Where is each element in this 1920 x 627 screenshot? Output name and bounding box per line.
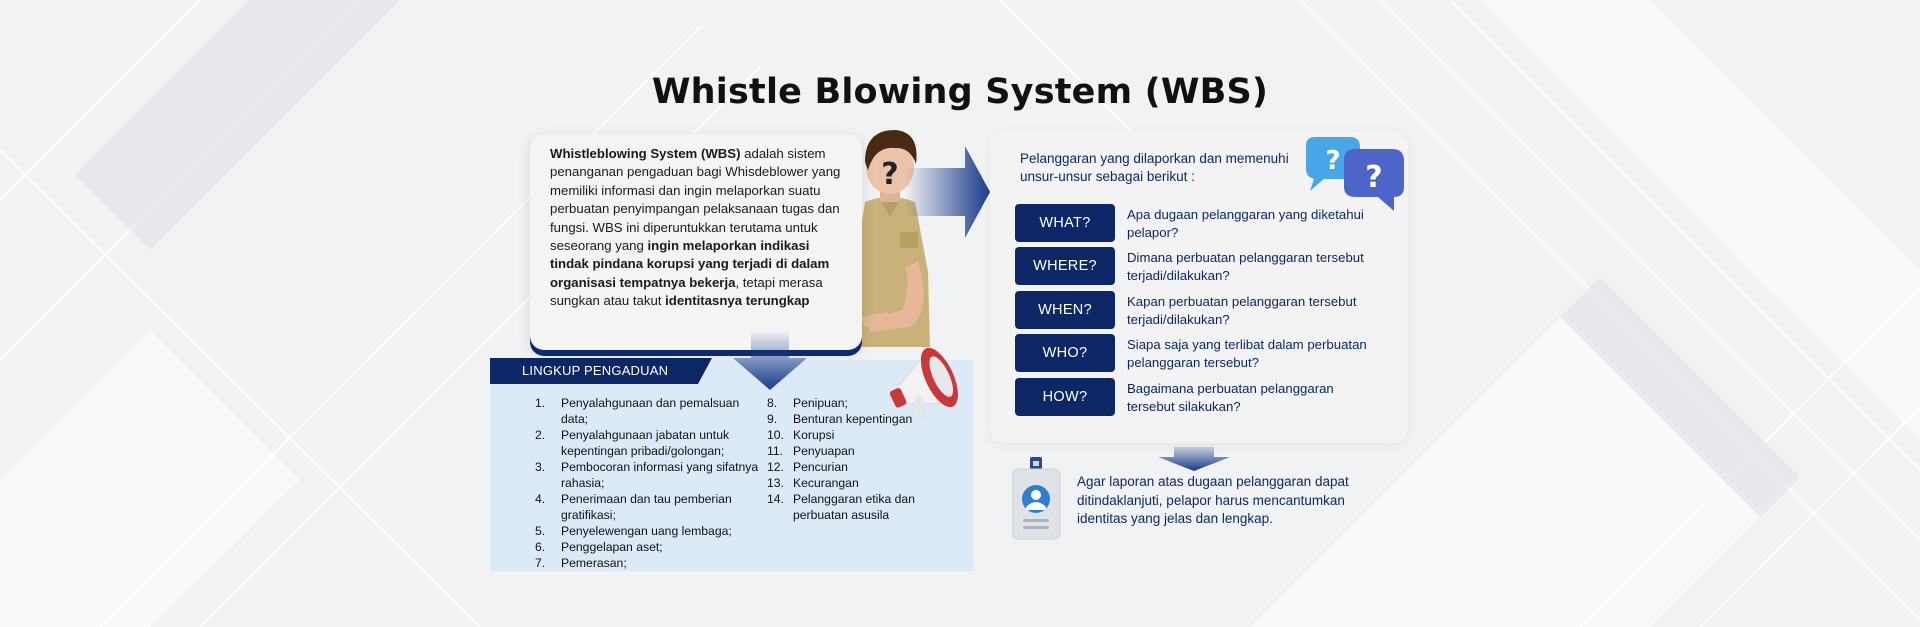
- definition-term: Whistleblowing System (WBS): [550, 146, 741, 161]
- page-title: Whistle Blowing System (WBS): [651, 72, 1269, 112]
- question-mark-glyph: ?: [881, 157, 898, 192]
- how-text: Bagaimana perbuatan pelanggaran tersebut…: [1127, 381, 1334, 414]
- list-item: 5. Penyelewengan uang lembaga;: [535, 524, 732, 538]
- where-badge: WHERE?: [1015, 247, 1115, 285]
- question-bubbles-icon: ? ?: [1306, 137, 1404, 211]
- list-item: 6. Penggelapan aset;: [535, 540, 663, 554]
- list-item: 3. Pembocoran informasi yang sifatnya rah…: [535, 460, 759, 490]
- when-badge: WHEN?: [1015, 291, 1115, 329]
- definition-bold1: ingin melaporkan indikasi tindak pindana…: [550, 238, 830, 290]
- what-text: Apa dugaan pelanggaran yang diketahui pe…: [1127, 207, 1364, 240]
- definition-part2: , tetapi merasa sungkan atau takut: [550, 274, 823, 309]
- list-item: 13. Kecurangan: [767, 476, 859, 490]
- list-item: 12. Pencurian: [767, 460, 848, 474]
- arrow-down-icon: [733, 330, 807, 390]
- scope-header: LINGKUP PENGADUAN: [490, 358, 712, 384]
- question-row-how: HOW? Bagaimana perbuatan pelanggaran ter…: [1015, 378, 1395, 416]
- svg-text:?: ?: [1325, 146, 1340, 176]
- id-card-icon: [1012, 457, 1061, 540]
- list-item: 11. Penyuapan: [767, 444, 855, 458]
- where-text: Dimana perbuatan pelanggaran tersebut te…: [1127, 250, 1364, 283]
- who-text: Siapa saja yang terlibat dalam perbuatan…: [1127, 337, 1367, 370]
- arrow-down-small-icon: [1158, 447, 1230, 471]
- scope-list-right: 8. Penipuan; 9. Benturan kepentingan 10. Ko…: [767, 395, 937, 523]
- definition-card: [530, 134, 862, 350]
- question-row-what: WHAT? Apa dugaan pelanggaran yang diketa…: [1015, 204, 1395, 242]
- how-badge: HOW?: [1015, 378, 1115, 416]
- megaphone-icon: [889, 347, 958, 421]
- criteria-intro: Pelanggaran yang dilaporkan dan memenuhi…: [1020, 151, 1289, 184]
- when-text: Kapan perbuatan pelanggaran tersebut ter…: [1127, 294, 1357, 327]
- question-row-when: WHEN? Kapan perbuatan pelanggaran terseb…: [1015, 291, 1395, 329]
- identity-note: Agar laporan atas dugaan pelanggaran dap…: [1077, 474, 1349, 526]
- anonymous-officer-icon: ?: [850, 130, 930, 347]
- list-item: 9. Benturan kepentingan: [767, 412, 913, 426]
- scope-list-left: 1. Penyalahgunaan dan pemalsuan data; 2. P…: [535, 395, 765, 571]
- what-badge: WHAT?: [1015, 204, 1115, 242]
- list-item: 4. Penerimaan dan tau pemberian gratifika…: [535, 492, 732, 522]
- definition-part1: adalah sistem penanganan pengaduan bagi …: [550, 146, 841, 254]
- who-badge: WHO?: [1015, 334, 1115, 372]
- definition-bold2: identitasnya terungkap: [665, 293, 810, 309]
- list-item: 10. Korupsi: [767, 428, 835, 442]
- list-item: 2. Penyalahgunaan jabatan untuk kepenting…: [535, 428, 730, 458]
- arrow-right-icon: [905, 146, 990, 238]
- list-item: 14. Pelanggaran etika dan perbuatan asusi…: [767, 492, 915, 522]
- list-item: 7. Pemerasan;: [535, 556, 627, 570]
- list-item: 8. Penipuan;: [767, 396, 848, 410]
- definition-text: Whistleblowing System (WBS) adalah siste…: [550, 145, 850, 311]
- question-row-where: WHERE? Dimana perbuatan pelanggaran ters…: [1015, 247, 1395, 285]
- svg-text:?: ?: [1365, 160, 1382, 195]
- list-item: 1. Penyalahgunaan dan pemalsuan data;: [535, 396, 740, 426]
- question-row-who: WHO? Siapa saja yang terlibat dalam perb…: [1015, 334, 1395, 372]
